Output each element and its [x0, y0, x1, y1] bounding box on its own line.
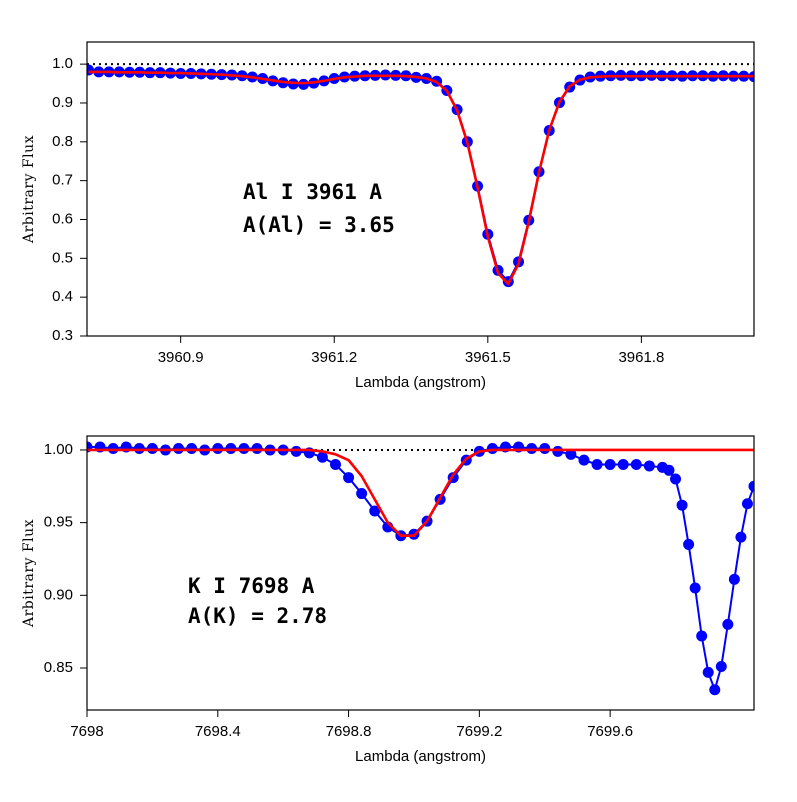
series-line	[88, 68, 754, 283]
data-point	[316, 451, 328, 463]
annotation: K I 7698 A	[188, 574, 315, 598]
y-tick-label: 0.4	[52, 288, 73, 305]
data-point	[486, 443, 498, 455]
y-tick-label: 1.00	[44, 441, 73, 458]
data-point	[212, 443, 224, 455]
data-point	[225, 443, 237, 455]
x-tick-label: 3961.5	[465, 349, 511, 366]
y-tick-label: 0.85	[44, 659, 73, 676]
data-point	[565, 448, 577, 460]
data-point	[133, 443, 145, 455]
data-point	[552, 445, 564, 457]
data-point	[526, 443, 538, 455]
y-tick-label: 0.6	[52, 210, 73, 227]
panel: 0.85 0.90 0.95 1.00 7698 7698.4 7698.8 7699.2 76…	[21, 435, 755, 765]
x-tick-label: 3961.8	[618, 349, 664, 366]
x-tick-label: 3960.9	[158, 349, 204, 366]
plot-area	[87, 63, 754, 288]
data-point	[722, 618, 734, 630]
data-point	[146, 443, 158, 455]
data-point	[186, 443, 198, 455]
annotation: A(Al) = 3.65	[243, 213, 395, 237]
data-point	[87, 64, 95, 76]
data-point	[728, 573, 740, 585]
y-tick-label: 0.8	[52, 133, 73, 150]
data-point	[369, 505, 381, 517]
x-tick-label: 7698	[70, 723, 103, 740]
data-point	[748, 480, 754, 492]
data-point	[356, 488, 368, 500]
data-point	[173, 443, 185, 455]
y-tick-label: 0.3	[52, 327, 73, 344]
data-point	[683, 538, 695, 550]
x-tick-label: 3961.2	[311, 349, 357, 366]
data-point	[604, 458, 616, 470]
data-point	[578, 454, 590, 466]
plot-frame	[86, 41, 755, 337]
data-point	[251, 443, 263, 455]
y-tick-label: 1.0	[52, 55, 73, 72]
x-axis-label: Lambda (angstrom)	[355, 374, 486, 391]
x-tick-label: 7698.8	[326, 723, 372, 740]
annotation: A(K) = 2.78	[188, 604, 327, 628]
data-point	[696, 630, 708, 642]
data-point	[715, 661, 727, 673]
data-point	[107, 443, 119, 455]
data-point	[676, 499, 688, 511]
data-point	[630, 458, 642, 470]
data-point	[741, 498, 753, 510]
series-line	[88, 70, 754, 286]
y-tick-label: 0.95	[44, 514, 73, 531]
data-point	[735, 531, 747, 543]
series-line	[87, 446, 754, 691]
data-point	[238, 443, 250, 455]
x-tick-label: 7699.6	[587, 723, 633, 740]
data-point	[343, 472, 355, 484]
data-point	[617, 458, 629, 470]
annotation: Al I 3961 A	[243, 180, 382, 204]
data-point	[539, 443, 551, 455]
data-point	[663, 464, 675, 476]
data-point	[329, 458, 341, 470]
data-point	[643, 460, 655, 472]
data-point	[709, 684, 721, 696]
y-tick-label: 0.90	[44, 586, 73, 603]
y-axis-label: Arbitrary Flux	[21, 519, 37, 628]
data-point	[689, 582, 701, 594]
data-point	[702, 666, 714, 678]
y-tick-label: 0.9	[52, 94, 73, 111]
x-tick-label: 7698.4	[195, 723, 241, 740]
data-point	[290, 445, 302, 457]
plot-area	[87, 441, 754, 696]
plot-frame	[86, 435, 755, 711]
x-axis-label: Lambda (angstrom)	[355, 748, 486, 765]
y-tick-label: 0.7	[52, 172, 73, 189]
panel: 0.3 0.4 0.5 0.6 0.7 0.8 0.9 1.0 3960.9 3961.2 3961…	[21, 41, 755, 391]
y-axis-label: Arbitrary Flux	[21, 135, 37, 244]
data-point	[591, 458, 603, 470]
data-point	[670, 473, 682, 485]
y-tick-label: 0.5	[52, 249, 73, 266]
x-tick-label: 7699.2	[456, 723, 502, 740]
series-line	[87, 448, 754, 538]
